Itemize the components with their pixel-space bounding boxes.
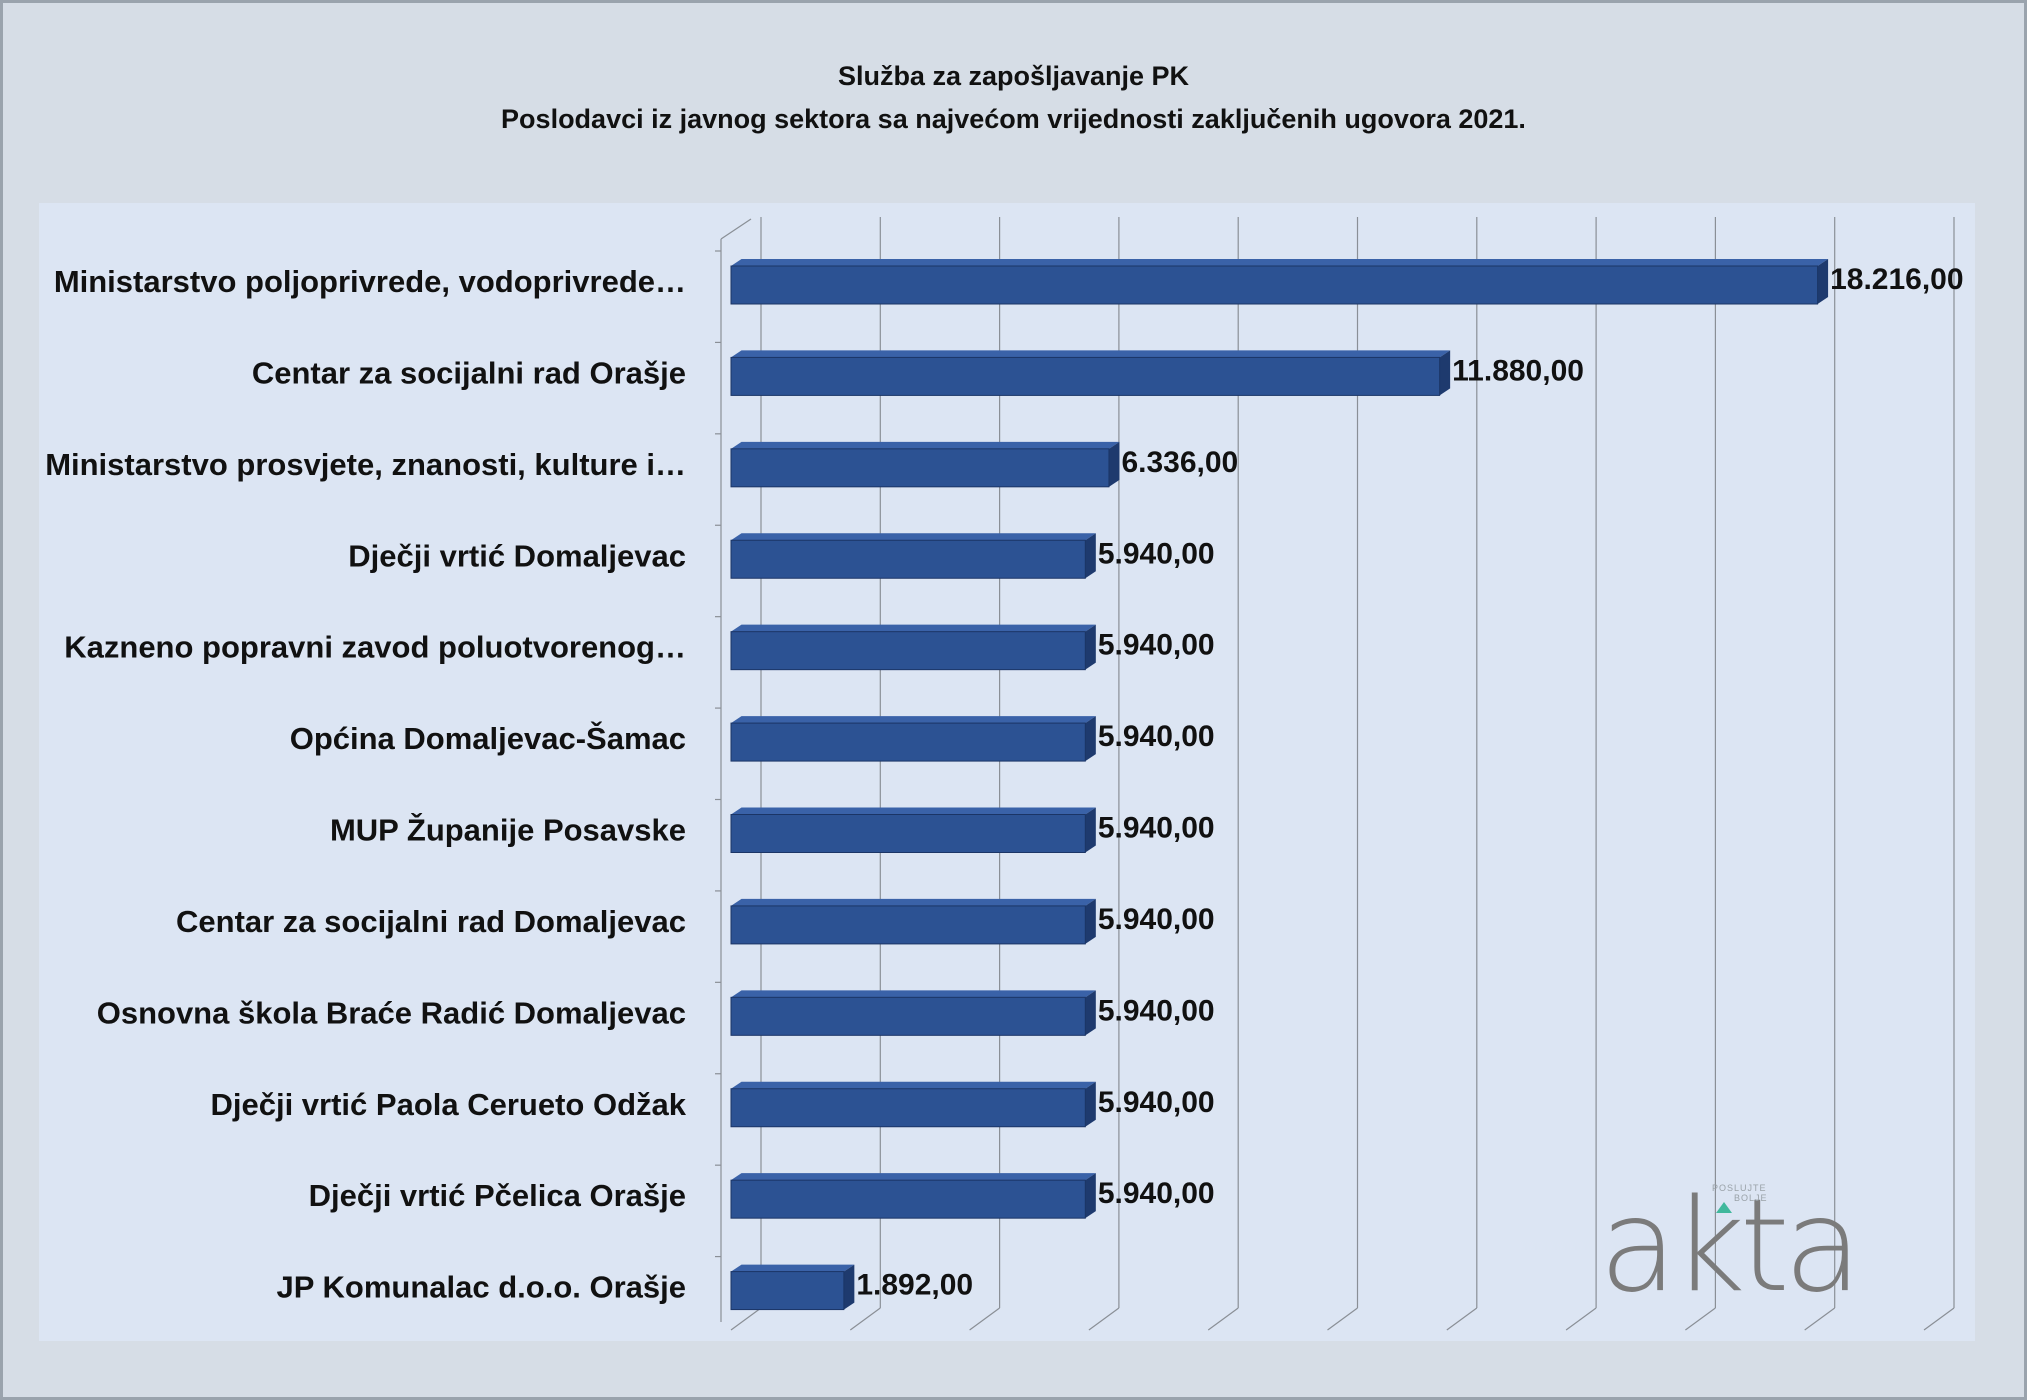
gridline-foot (849, 1307, 881, 1331)
category-labels: Ministarstvo poljoprivrede, vodoprivrede… (45, 264, 687, 1305)
bar-front-face (730, 265, 1819, 305)
bar-top-face (731, 624, 1096, 632)
bar-side-face (1085, 1173, 1096, 1219)
bar-top-face (731, 807, 1096, 815)
category-label: Dječji vrtić Paola Cerueto Odžak (210, 1087, 686, 1122)
data-label: 5.940,00 (1098, 812, 1215, 845)
bar (730, 624, 1096, 671)
bar-front-face (730, 1088, 1086, 1128)
bars (730, 259, 1829, 1311)
bar-top-face (731, 350, 1451, 358)
bar (730, 716, 1096, 762)
category-label: Dječji vrtić Domaljevac (348, 538, 686, 573)
bar-side-face (1085, 716, 1096, 762)
bar-top-face (731, 990, 1096, 998)
gridline-foot (1565, 1307, 1597, 1331)
gridline-foot (1804, 1307, 1836, 1331)
data-label: 5.940,00 (1098, 994, 1215, 1027)
data-labels: 18.216,00 11.880,00 6.336,00 5.940,00 5.940,… (856, 263, 1963, 1302)
gridline-foot (1207, 1307, 1239, 1331)
bar-front-face (730, 905, 1086, 945)
data-label: 5.940,00 (1098, 537, 1215, 570)
bar (730, 990, 1096, 1036)
bar-side-face (1085, 990, 1096, 1036)
bar-side-face (1439, 350, 1451, 396)
bar-side-face (1108, 441, 1120, 487)
data-label: 5.940,00 (1098, 629, 1215, 662)
bar-side-face (1085, 807, 1096, 853)
bar-top-face (731, 259, 1829, 266)
bar-side-face (1085, 898, 1096, 944)
gridline-foot (1088, 1307, 1120, 1331)
bar-side-face (1085, 1081, 1096, 1127)
axis-line-top (720, 218, 752, 240)
bar-chart: Ministarstvo poljoprivrede, vodoprivrede… (45, 217, 1964, 1331)
bar-front-face (730, 356, 1441, 396)
category-axis (715, 218, 752, 1322)
bar (730, 807, 1096, 853)
data-label: 5.940,00 (1098, 1177, 1215, 1210)
bar-top-face (731, 898, 1096, 906)
category-label: Ministarstvo poljoprivrede, vodoprivrede… (54, 264, 686, 299)
bar (730, 441, 1120, 488)
bar-side-face (1085, 533, 1096, 579)
data-label: 1.892,00 (856, 1269, 973, 1302)
bar-front-face (730, 539, 1086, 579)
gridline-foot (1327, 1307, 1358, 1331)
akta-logo: akta POSLUJTE BOLJE (1599, 1183, 1862, 1323)
gridline-foot (1446, 1307, 1478, 1331)
logo-tagline: POSLUJTE BOLJE (1712, 1183, 1768, 1203)
data-label: 5.940,00 (1098, 903, 1215, 936)
data-label: 18.216,00 (1830, 263, 1963, 296)
chart-subtitle: Poslodavci iz javnog sektora sa najvećom… (501, 104, 1526, 134)
logo-triangle-icon (1716, 1202, 1732, 1213)
bar-front-face (730, 448, 1110, 488)
chart-title: Služba za zapošljavanje PK (837, 61, 1190, 91)
bar (730, 259, 1829, 305)
bar-front-face (730, 996, 1086, 1036)
category-label: Kazneno popravni zavod poluotvorenog… (64, 630, 686, 665)
bar-front-face (730, 814, 1086, 853)
bar (730, 533, 1096, 579)
gridline-foot (1923, 1307, 1955, 1331)
category-label: Centar za socijalni rad Domaljevac (176, 904, 686, 939)
data-label: 11.880,00 (1452, 354, 1584, 387)
chart-title-block: Služba za zapošljavanje PK Poslodavci iz… (3, 55, 2024, 141)
data-label: 6.336,00 (1121, 446, 1238, 479)
category-label: Osnovna škola Braće Radić Domaljevac (97, 995, 686, 1030)
data-label: 5.940,00 (1098, 1086, 1215, 1119)
bar (730, 1081, 1096, 1128)
bar-top-face (731, 1081, 1096, 1089)
bar (730, 898, 1096, 945)
category-label: Općina Domaljevac-Šamac (290, 720, 686, 756)
gridline-foot (730, 1307, 762, 1331)
bar (730, 1264, 855, 1311)
bar-side-face (1817, 259, 1829, 304)
category-label: JP Komunalac d.o.o. Orašje (277, 1270, 686, 1305)
logo-tagline-line2: BOLJE (1734, 1193, 1768, 1203)
category-label: MUP Županije Posavske (330, 812, 686, 848)
bar-top-face (731, 441, 1120, 449)
plot-area: Ministarstvo poljoprivrede, vodoprivrede… (39, 203, 1975, 1341)
category-label: Dječji vrtić Pčelica Orašje (309, 1178, 686, 1213)
bar (730, 350, 1451, 396)
bar-front-face (730, 722, 1086, 762)
category-label: Centar za socijalni rad Orašje (252, 355, 686, 390)
bar-top-face (731, 716, 1096, 724)
bar-front-face (730, 1179, 1086, 1219)
data-label: 5.940,00 (1098, 720, 1215, 753)
gridline-foot (969, 1307, 1000, 1331)
bar-top-face (731, 533, 1096, 541)
bar (730, 1173, 1096, 1219)
bar-front-face (730, 1271, 845, 1311)
bar-top-face (731, 1173, 1096, 1181)
logo-tagline-line1: POSLUJTE (1712, 1183, 1767, 1193)
bar-top-face (731, 1264, 855, 1272)
bar-front-face (730, 631, 1086, 671)
gridline-foot (1685, 1307, 1716, 1331)
bar-side-face (843, 1264, 855, 1310)
bar-side-face (1085, 624, 1096, 670)
category-label: Ministarstvo prosvjete, znanosti, kultur… (45, 447, 686, 482)
